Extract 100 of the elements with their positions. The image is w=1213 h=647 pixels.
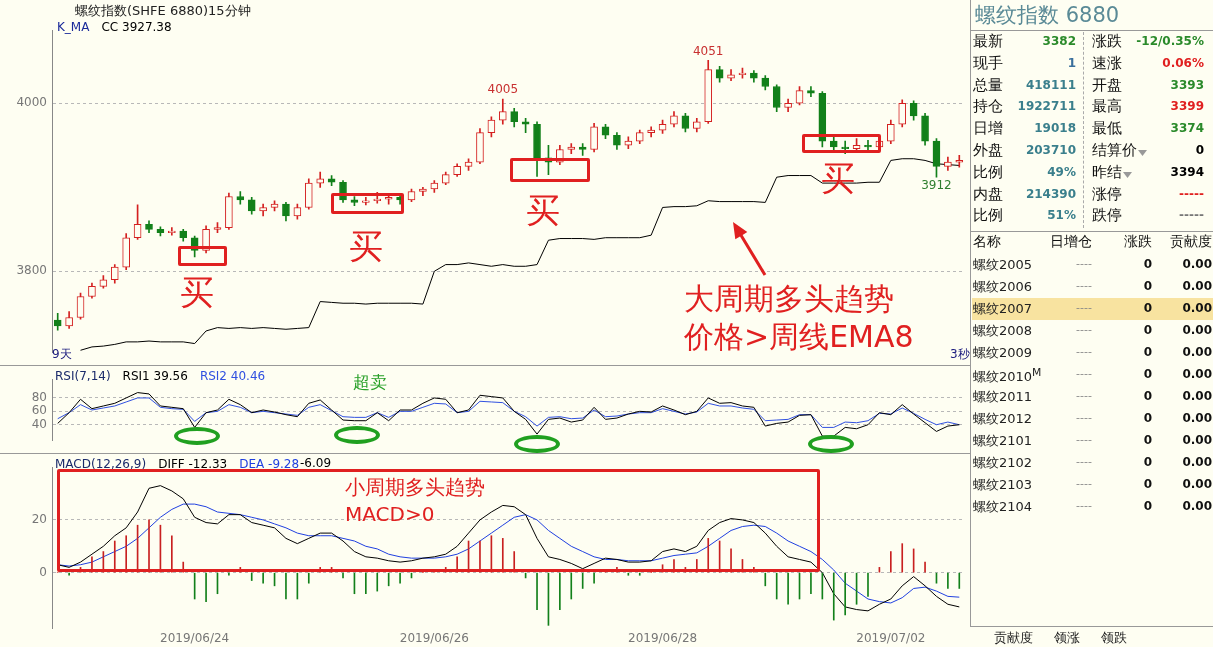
text: 0.00 xyxy=(1182,477,1212,491)
text: 内盘 xyxy=(973,184,1003,204)
text: 0 xyxy=(1143,301,1152,315)
text: 0 xyxy=(1143,345,1152,359)
text: 涨跌 xyxy=(1124,233,1152,251)
text: 0 xyxy=(1143,499,1152,513)
y-tick-label: 4000 xyxy=(16,95,47,110)
text: ---- xyxy=(1076,279,1092,292)
text: 0.00 xyxy=(1182,323,1212,337)
series-label: DIFF -12.33 xyxy=(158,457,228,471)
text: 领跌 xyxy=(1097,629,1131,647)
annotation: 4005 xyxy=(487,82,519,97)
text: 开盘 xyxy=(1092,75,1122,95)
text: 螺纹2010$^{M}$ xyxy=(973,366,1042,387)
text: 0 xyxy=(1143,257,1152,271)
text: 比例 xyxy=(973,206,1003,226)
text: 螺纹2103 xyxy=(973,476,1033,494)
text: 418111 xyxy=(1025,77,1076,92)
text: 螺纹2104 xyxy=(973,498,1033,516)
text: 最高 xyxy=(1092,97,1122,117)
text: 3394 xyxy=(1170,164,1204,179)
annotation: 超卖 xyxy=(353,372,387,392)
annotation: -6.09 xyxy=(300,456,332,471)
y-tick-label: 60 xyxy=(31,403,47,418)
text: ---- xyxy=(1076,411,1092,424)
text: 涨跌 xyxy=(1092,32,1122,51)
annotation: 价格>周线EMA8 xyxy=(684,319,914,354)
text: 螺纹2011 xyxy=(973,388,1033,406)
text: 螺纹2006 xyxy=(973,278,1033,296)
chart-subtitle: K_MA xyxy=(57,20,90,34)
text: ----- xyxy=(1179,186,1204,201)
text: 0.00 xyxy=(1182,345,1212,359)
annotation: 买 xyxy=(180,272,214,312)
text: 涨停 xyxy=(1092,184,1122,204)
text: 螺纹2101 xyxy=(973,432,1033,450)
text: ---- xyxy=(1076,367,1092,380)
text: 3382 xyxy=(1042,34,1076,48)
text: 1922711 xyxy=(1017,99,1076,114)
text: 0 xyxy=(1143,477,1152,491)
text: ---- xyxy=(1076,301,1092,314)
text: 0.00 xyxy=(1182,279,1212,293)
text: CC 3927.38 xyxy=(101,20,172,34)
text: DEA -9.28 xyxy=(239,457,300,471)
annotation: 买 xyxy=(349,226,383,266)
text: 结算价 xyxy=(1092,141,1137,160)
text: 最低 xyxy=(1092,119,1122,139)
annotation: 买 xyxy=(526,190,560,230)
text: 0.00 xyxy=(1182,257,1212,271)
text: 螺纹指数 6880 xyxy=(975,2,1120,29)
text: 51% xyxy=(1047,208,1076,223)
annotation: 9天 xyxy=(52,347,72,362)
chart-title: 螺纹指数(SHFE 6880)15分钟 xyxy=(75,2,251,20)
annotation: 大周期多头趋势 xyxy=(684,281,894,316)
y-tick-label: 0 xyxy=(39,564,47,579)
text: 0.00 xyxy=(1182,301,1212,315)
text: ---- xyxy=(1076,433,1092,446)
text: 214390 xyxy=(1025,186,1076,201)
text: 跌停 xyxy=(1092,206,1122,226)
annotation: MACD>0 xyxy=(345,502,435,526)
chart-title: RSI(7,14) xyxy=(55,369,111,383)
text: 名称 xyxy=(973,233,1001,251)
text: 0 xyxy=(1143,455,1152,469)
text: 总量 xyxy=(973,75,1003,95)
text: 19018 xyxy=(1034,121,1076,136)
text: 0 xyxy=(1143,389,1152,403)
text: 日增仓 xyxy=(1050,233,1092,251)
text: 0 xyxy=(1143,433,1152,447)
text: 0.00 xyxy=(1182,455,1212,469)
x-tick-label: 2019/06/24 xyxy=(160,631,230,646)
x-tick-label: 2019/06/28 xyxy=(627,631,698,646)
text: -12/0.35% xyxy=(1136,34,1204,48)
y-tick-label: 80 xyxy=(31,390,47,405)
text: 3393 xyxy=(1170,77,1204,92)
text: 外盘 xyxy=(973,141,1003,160)
text: 3399 xyxy=(1170,99,1204,114)
text: 1 xyxy=(1067,55,1076,70)
text: 螺纹2008 xyxy=(973,322,1033,340)
text: ---- xyxy=(1076,257,1092,270)
text: 0 xyxy=(1143,367,1152,381)
text: RSI2 40.46 xyxy=(199,369,266,383)
text: 现手 xyxy=(973,53,1003,73)
text: 螺纹2005 xyxy=(973,256,1033,274)
text: 0.00 xyxy=(1182,499,1212,513)
text: 比例 xyxy=(973,162,1003,182)
text: 0 xyxy=(1143,279,1152,293)
x-tick-label: 2019/06/26 xyxy=(399,631,469,646)
text: 0 xyxy=(1143,411,1152,425)
annotation: 3912 xyxy=(921,178,952,193)
annotation: 小周期多头趋势 xyxy=(345,475,485,499)
text: ----- xyxy=(1179,208,1204,223)
text: 49% xyxy=(1047,164,1076,179)
text: 0.00 xyxy=(1182,411,1212,425)
text: 203710 xyxy=(1025,143,1076,157)
text: ---- xyxy=(1076,389,1092,402)
text: ---- xyxy=(1076,345,1092,358)
text: 0 xyxy=(1143,323,1152,337)
text: 最新 xyxy=(973,32,1003,51)
text: ---- xyxy=(1076,477,1092,490)
y-tick-label: 40 xyxy=(31,416,47,431)
x-tick-label: 2019/07/02 xyxy=(856,631,926,646)
